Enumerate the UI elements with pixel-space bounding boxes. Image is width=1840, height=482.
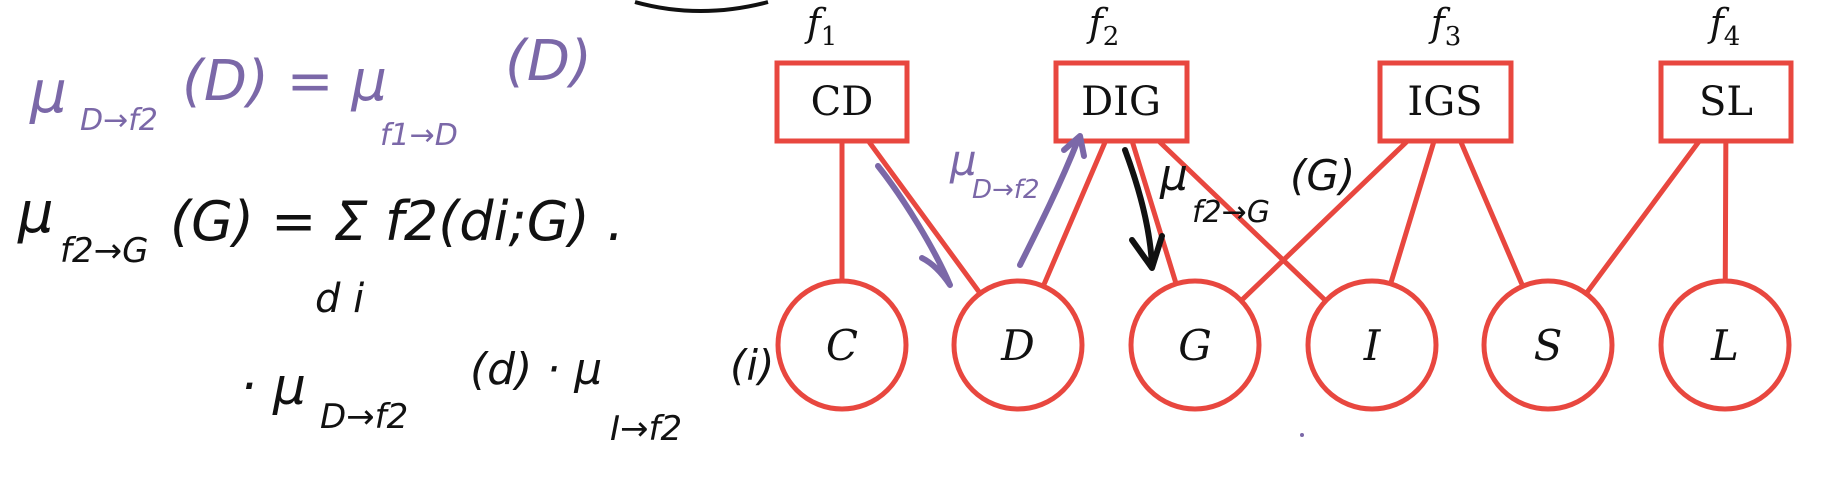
purple-arrow-shaft	[1017, 137, 1081, 268]
eq3-sub: D→f2	[320, 397, 408, 437]
variable-node-l: L	[1658, 278, 1792, 412]
eq2-rest: (G) = Σ f2(di;G) .	[170, 190, 624, 253]
handwritten-equation-3: · μ D→f2 (d) · μ I→f2 (i)	[240, 341, 774, 449]
eq1-right-arg: (D)	[505, 29, 592, 94]
factor-node-label: CD	[811, 79, 874, 125]
edge-sl-s	[1583, 138, 1702, 297]
edge-cd-d	[865, 138, 983, 296]
variable-node-label: I	[1363, 321, 1382, 370]
purple-msg-sub: D→f2	[972, 175, 1040, 205]
edges-layer	[839, 138, 1729, 304]
eq2-mu: μ	[17, 181, 54, 246]
factor-node-sl: SL	[1658, 60, 1794, 144]
black-arrow-head	[1129, 233, 1165, 271]
black-msg-arg: (G)	[1290, 151, 1355, 200]
black-arrow-shaft	[1122, 147, 1155, 268]
eq3-mid: (d) · μ	[470, 344, 602, 395]
variable-node-label: G	[1178, 321, 1212, 370]
variable-nodes: C D G I S L	[775, 278, 1792, 412]
variable-node-label: C	[826, 321, 858, 370]
black-msg-mu: μ	[1159, 150, 1188, 201]
edge-dig-g	[1129, 138, 1179, 287]
purple-arrow-head	[1061, 133, 1087, 159]
factor-node-igs: IGS	[1377, 60, 1514, 144]
handwritten-equation-1: μ D→f2 (D) = μ f1→D (D)	[29, 29, 592, 153]
factor-nodes: CD DIG IGS SL	[774, 60, 1794, 144]
edge-sl-l	[1722, 138, 1729, 284]
factor-node-cd: CD	[774, 60, 910, 144]
edge-igs-g	[1238, 138, 1410, 304]
eq2-sum-index: d i	[315, 276, 364, 322]
edge-dig-i	[1156, 138, 1329, 304]
factor-node-dig: DIG	[1053, 60, 1190, 144]
message-annotation-purple: μ D→f2	[875, 133, 1087, 288]
handwritten-equation-2: μ f2→G (G) = Σ f2(di;G) . d i	[17, 181, 624, 322]
ink-dot	[1300, 433, 1304, 437]
variable-node-c: C	[775, 278, 909, 412]
edge-dig-d	[1040, 138, 1109, 289]
variable-node-d: D	[951, 278, 1085, 412]
edge-igs-s	[1457, 138, 1526, 289]
factor-node-label: IGS	[1407, 79, 1482, 125]
eq3-arg2: (i)	[730, 341, 774, 390]
variable-node-label: S	[1534, 321, 1563, 370]
eq2-sub: f2→G	[60, 231, 148, 271]
eq1-left-arg: (D) = μ	[182, 49, 387, 114]
factor-label-f1: f1	[804, 1, 838, 52]
factor-node-label: SL	[1699, 79, 1753, 125]
message-annotation-black: μ f2→G (G)	[1122, 147, 1355, 271]
factor-label-f3: f3	[1428, 1, 1462, 52]
variable-node-label: L	[1710, 321, 1739, 370]
purple-msg-mu: μ	[949, 136, 977, 185]
edge-igs-i	[1388, 138, 1437, 287]
partial-ellipse-mark	[634, 0, 769, 13]
eq1-right-sub: f1→D	[380, 118, 458, 153]
variable-node-s: S	[1481, 278, 1615, 412]
variable-node-g: G	[1128, 278, 1262, 412]
eq1-left-sub: D→f2	[80, 103, 158, 138]
eq1-mu: μ	[29, 58, 67, 126]
factor-label-f4: f4	[1707, 1, 1741, 52]
eq3-sub2: I→f2	[610, 409, 682, 449]
variable-node-label: D	[1000, 321, 1035, 370]
purple-stroke-cd-d	[875, 163, 953, 288]
factor-node-label: DIG	[1081, 79, 1161, 125]
variable-node-i: I	[1305, 278, 1439, 412]
factor-labels: f1 f2 f3 f4	[804, 1, 1741, 52]
eq3-mu: · μ	[240, 357, 306, 417]
black-msg-sub: f2→G	[1192, 195, 1270, 230]
factor-label-f2: f2	[1086, 1, 1120, 52]
